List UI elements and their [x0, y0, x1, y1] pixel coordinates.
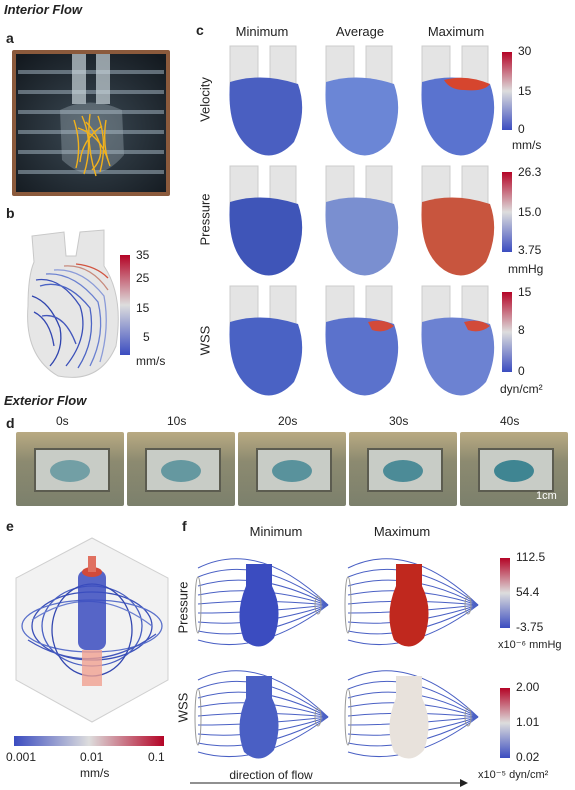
- c-wss-tick: 8: [518, 323, 525, 337]
- d-photo-frame: [349, 432, 457, 506]
- panel-f-grid: [188, 540, 498, 770]
- f-cell-pressure-maximum: [344, 558, 479, 647]
- f-pressure-tick: 112.5: [516, 550, 546, 564]
- panel-label-d: d: [6, 415, 15, 431]
- panel-e-3d-flow: [8, 530, 176, 730]
- panel-d-photo-strip: 0s 10s 20s 30s 40s 1cm: [16, 414, 570, 508]
- c-wss-colorbar: [502, 292, 512, 372]
- c-velocity-tick: 15: [518, 84, 532, 98]
- panel-b-tick: 15: [136, 301, 150, 315]
- c-heart-wss-avg: [325, 285, 399, 396]
- f-pressure-unit: x10⁻⁶ mmHg: [498, 639, 562, 651]
- panel-label-b: b: [6, 205, 15, 221]
- panel-e-tick: 0.1: [148, 750, 165, 764]
- d-photo-frame: [16, 432, 124, 506]
- d-photo-frame: [460, 432, 568, 506]
- panel-b-colorbar: [120, 255, 130, 355]
- c-velocity-colorbar: [502, 52, 512, 130]
- d-time-label: 30s: [389, 414, 409, 428]
- panel-label-c: c: [196, 22, 204, 38]
- c-heart-velocity-avg: [325, 45, 399, 156]
- c-heart-pressure-max: [421, 165, 495, 276]
- interior-flow-title: Interior Flow: [4, 2, 82, 17]
- panel-b-unit: mm/s: [136, 354, 166, 368]
- f-cell-pressure-minimum: [194, 558, 329, 647]
- c-wss-unit: dyn/cm²: [500, 382, 543, 396]
- f-pressure-colorbar: [500, 558, 510, 628]
- d-photo-frame: [127, 432, 235, 506]
- panel-b-tick: 35: [136, 248, 150, 262]
- c-heart-velocity-max: [421, 45, 495, 156]
- c-heart-wss-max: [421, 285, 495, 396]
- c-wss-tick: 0: [518, 364, 525, 378]
- panel-a-photo: [12, 50, 170, 196]
- panel-b-tick: 25: [136, 271, 150, 285]
- c-row-pressure: Pressure: [197, 193, 213, 246]
- f-wss-colorbar: [500, 688, 510, 758]
- f-wss-tick: 2.00: [516, 680, 540, 694]
- f-cell-wss-maximum: [344, 670, 479, 759]
- d-time-label: 20s: [278, 414, 298, 428]
- panel-b-streamlines: [20, 216, 128, 386]
- panel-c-heart-grid: [222, 42, 512, 400]
- panel-label-e: e: [6, 518, 14, 534]
- c-pressure-colorbar: [502, 172, 512, 252]
- c-column-average: Average: [335, 24, 385, 39]
- c-heart-wss-min: [229, 285, 303, 396]
- c-wss-tick: 15: [518, 285, 532, 299]
- c-column-minimum: Minimum: [235, 24, 289, 39]
- c-row-velocity: Velocity: [197, 77, 213, 122]
- flow-direction-arrow: [190, 779, 468, 787]
- f-wss-tick: 1.01: [516, 715, 540, 729]
- f-wss-unit: x10⁻⁵ dyn/cm²: [478, 769, 549, 781]
- f-cell-wss-minimum: [194, 670, 329, 759]
- c-heart-pressure-avg: [325, 165, 399, 276]
- panel-e-tick: 0.001: [6, 750, 37, 764]
- f-column-maximum: Maximum: [373, 524, 431, 539]
- c-velocity-tick: 30: [518, 44, 532, 58]
- panel-label-a: a: [6, 30, 14, 46]
- panel-e-colorbar: [14, 736, 164, 746]
- f-wss-tick: 0.02: [516, 750, 540, 764]
- panel-b-tick: 5: [143, 330, 150, 344]
- c-pressure-tick: 15.0: [518, 205, 542, 219]
- c-row-wss: WSS: [197, 325, 213, 356]
- f-pressure-tick: 54.4: [516, 585, 540, 599]
- d-time-label: 40s: [500, 414, 520, 428]
- c-heart-velocity-min: [229, 45, 303, 156]
- c-pressure-unit: mmHg: [508, 262, 544, 276]
- panel-e-unit: mm/s: [80, 766, 110, 780]
- c-column-maximum: Maximum: [427, 24, 485, 39]
- c-pressure-tick: 26.3: [518, 165, 542, 179]
- c-velocity-tick: 0: [518, 122, 525, 136]
- d-photo-frame: [238, 432, 346, 506]
- f-column-minimum: Minimum: [249, 524, 303, 539]
- flow-direction-label: direction of flow: [229, 768, 313, 782]
- d-time-label: 10s: [167, 414, 187, 428]
- panel-e-tick: 0.01: [80, 750, 104, 764]
- exterior-flow-title: Exterior Flow: [4, 393, 87, 408]
- f-pressure-tick: -3.75: [516, 620, 544, 634]
- c-pressure-tick: 3.75: [518, 243, 542, 257]
- c-velocity-unit: mm/s: [512, 138, 542, 152]
- panel-label-f: f: [182, 518, 187, 534]
- c-heart-pressure-min: [229, 165, 303, 276]
- d-scale-bar-label: 1cm: [536, 490, 557, 502]
- d-time-label: 0s: [56, 414, 69, 428]
